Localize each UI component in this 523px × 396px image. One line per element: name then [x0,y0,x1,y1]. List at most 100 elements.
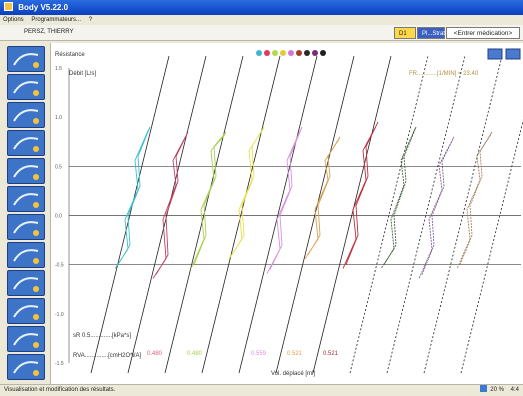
loop-series-line [304,136,341,260]
status-zoom: 20 % [490,387,504,393]
regression-line [90,55,170,374]
menu-help[interactable]: ? [88,17,93,23]
section-label: Résistance [55,52,85,58]
spirometry-tool-button[interactable] [7,46,45,72]
y-tick-label: -0.5 [55,263,64,269]
loop-series-line [114,126,151,269]
compare-tool-button[interactable] [7,270,45,296]
app-icon [4,2,13,11]
print-tool-button[interactable] [7,214,45,240]
status-text: Visualisation et modification des résult… [4,387,116,393]
diffusion-tool-button[interactable] [7,158,45,184]
left-toolbar [0,42,50,382]
loop-series [114,121,493,279]
fit-text: FR............[1/MIN] = 23.40 [409,71,479,77]
lung-volume-tool-button[interactable] [7,102,45,128]
patient-name: PERSZ, THIERRY [24,29,74,35]
value-label: 0.521 [287,351,303,357]
expand-icon[interactable] [505,48,521,60]
status-time: 4:4 [510,387,519,393]
y-tick-label: -1.5 [55,361,64,367]
status-right: 20 % 4:4 [479,385,519,396]
lung-volume-tool-icon [13,109,39,124]
provocation-tool-button[interactable] [7,186,45,212]
chart-svg: Résistance Débit [L/s] FR............[1/… [55,48,523,377]
loop-series-line [228,126,265,260]
value-labels: 0.480 0.480 0.559 0.521 0.521 [147,351,339,357]
compare-tool-icon [13,277,39,292]
regression-line [127,55,207,374]
regression-line [349,55,429,374]
flow-volume-tool-button[interactable] [7,74,45,100]
value-label: 0.480 [187,351,203,357]
y-tick-label: 1.0 [55,115,62,121]
y-tick-label: -1.0 [55,312,64,318]
resistance-tool-button[interactable] [7,130,45,156]
legend-dot[interactable] [296,50,302,56]
settings-tool-button[interactable] [7,354,45,380]
status-bar: Visualisation et modification des résult… [0,384,523,396]
regression-line [238,55,318,374]
menu-options[interactable]: Options [3,17,24,23]
loop-series-line [266,126,303,274]
value-label: 0.559 [251,351,267,357]
trend-tool-button[interactable] [7,242,45,268]
loop-series-line [190,131,227,269]
loop-series-line [342,121,379,269]
trend-tool-icon [13,249,39,264]
flow-volume-tool-icon [13,81,39,96]
top-right-icons [487,48,521,60]
value-label: 0.521 [323,351,339,357]
legend-dot[interactable] [280,50,286,56]
legend [256,50,326,56]
regression-line [312,55,392,374]
window-title: Body V5.22.0 [18,3,69,12]
network-icon [479,385,487,392]
loop-series-line [418,136,455,279]
legend-dot[interactable] [304,50,310,56]
regression-line [386,55,466,374]
print-tool-icon [13,221,39,236]
settings-tool-icon [13,361,39,376]
legend-dot[interactable] [320,50,326,56]
y-axis-label: Débit [L/s] [69,71,96,77]
x-axis-label: Vol. déplacé [ml] [271,371,315,377]
spirometry-tool-icon [13,53,39,68]
report-tool-icon [13,305,39,320]
report-tool-button[interactable] [7,298,45,324]
bottom-label-sr: sR 0.5.............[kPa*s] [73,333,131,339]
menu-bar: Options Programmateurs... ? [0,15,523,25]
regression-line [423,55,503,374]
loop-series-line [380,126,417,269]
resistance-chart: Résistance Débit [L/s] FR............[1/… [50,43,523,384]
legend-dot[interactable] [288,50,294,56]
strat-button[interactable]: Pl...Strat [417,27,445,39]
export-tool-button[interactable] [7,326,45,352]
y-tick-label: 0.0 [55,214,62,220]
export-tool-icon [13,333,39,348]
diffusion-tool-icon [13,165,39,180]
window-titlebar: Body V5.22.0 [0,0,523,15]
y-tick-labels: 1.5 1.0 0.5 0.0 -0.5 -1.0 -1.5 [55,66,64,367]
legend-dot[interactable] [272,50,278,56]
loop-series-line [456,131,493,269]
loop-series-line [152,131,189,279]
value-label: 0.480 [147,351,163,357]
provocation-tool-icon [13,193,39,208]
legend-dot[interactable] [256,50,262,56]
menu-programmateurs[interactable]: Programmateurs... [31,17,82,23]
regression-line [275,55,355,374]
grid-lines [68,68,521,363]
legend-dot[interactable] [264,50,270,56]
regression-line [201,55,281,374]
y-tick-label: 1.5 [55,66,62,72]
resistance-tool-icon [13,137,39,152]
regression-line [164,55,244,374]
legend-dot[interactable] [312,50,318,56]
d1-button[interactable]: D1 [394,27,416,39]
regression-lines [90,55,523,374]
medication-button[interactable]: <Entrer médication> [446,27,520,39]
bottom-label-rva: RVA..............[cmH2O*l/A] [73,353,141,359]
patient-bar: PERSZ, THIERRY D1 Pl...Strat <Entrer méd… [0,25,523,41]
zoom-icon[interactable] [487,48,503,60]
